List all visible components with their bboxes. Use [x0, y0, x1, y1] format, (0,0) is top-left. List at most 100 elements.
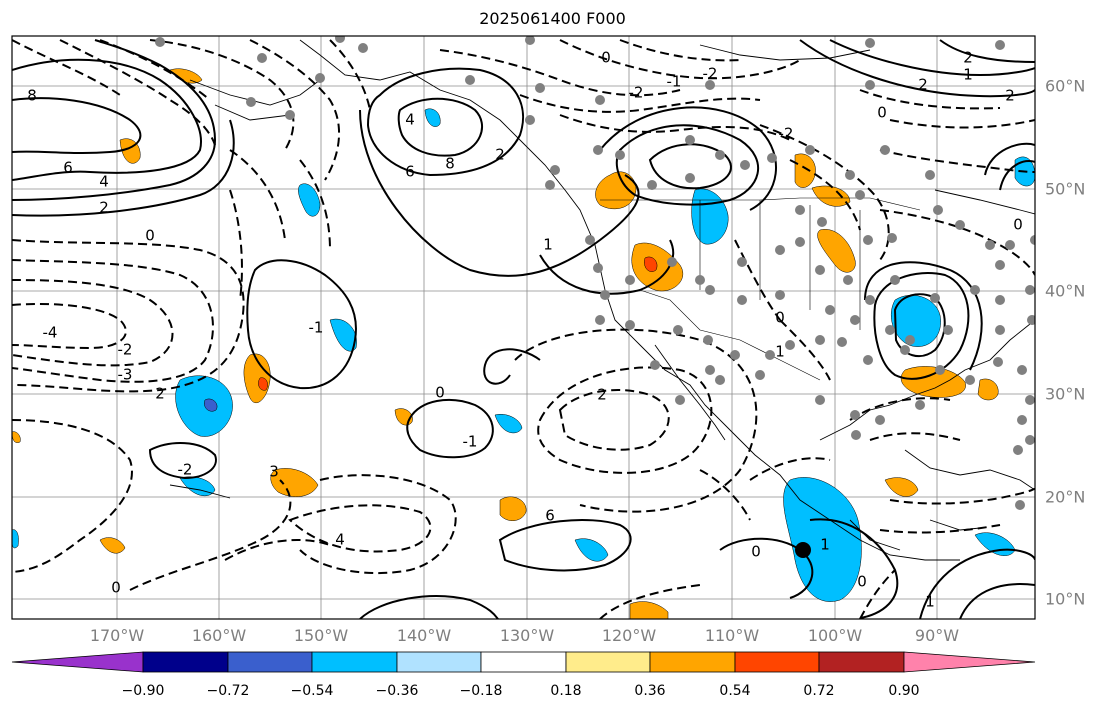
station-dot — [817, 217, 827, 227]
longitude-label: 150°W — [293, 626, 349, 645]
colorbar-segment — [649, 651, 736, 673]
contour-label: -1 — [667, 73, 682, 91]
station-dot — [315, 73, 325, 83]
anomaly-area-pos — [12, 431, 21, 443]
station-dot — [943, 325, 953, 335]
contour-solid — [799, 39, 1035, 98]
contour-dashed — [99, 39, 211, 101]
contour-dashed — [537, 366, 713, 474]
station-dot — [465, 75, 475, 85]
contour-label: 0 — [435, 384, 445, 402]
coastline-segment — [189, 79, 321, 106]
station-dot — [837, 337, 847, 347]
contour-label: 1 — [775, 343, 785, 361]
contour-dashed — [12, 39, 121, 96]
anomaly-area-pos — [629, 601, 669, 619]
contour-solid — [999, 160, 1035, 191]
station-dot — [705, 80, 715, 90]
station-dot — [795, 205, 805, 215]
contour-label: 3 — [269, 463, 279, 481]
station-dot — [246, 97, 256, 107]
station-dot — [545, 180, 555, 190]
station-dot — [647, 180, 657, 190]
border-line — [639, 289, 821, 381]
contour-dashed — [439, 49, 681, 97]
longitude-label: 130°W — [499, 626, 555, 645]
contour-label: 6 — [545, 507, 555, 525]
contour-label: 1 — [963, 66, 973, 84]
anomaly-area-neg — [783, 477, 862, 602]
station-dot — [1005, 240, 1015, 250]
station-dot — [785, 340, 795, 350]
contour-dashed — [514, 328, 758, 513]
station-dot — [875, 415, 885, 425]
border-line — [600, 197, 921, 211]
station-dot — [863, 235, 873, 245]
contour-label: 2 — [99, 199, 109, 217]
coastline-segment — [214, 104, 291, 121]
anomaly-area-pos — [631, 242, 683, 292]
anomaly-area-pos — [811, 185, 851, 207]
station-dot — [851, 430, 861, 440]
station-dot — [685, 135, 695, 145]
contour-dashed — [879, 149, 1035, 173]
colorbar-segment — [565, 651, 651, 673]
contour-dashed — [699, 469, 751, 521]
station-dot — [995, 40, 1005, 50]
latitude-label: 40°N — [1045, 281, 1086, 301]
contour-solid — [246, 259, 357, 390]
anomaly-area-pos-strong — [644, 256, 658, 272]
contour-solid — [873, 272, 970, 380]
contour-solid — [615, 124, 760, 206]
contour-dashed — [12, 279, 174, 367]
longitude-label: 160°W — [191, 626, 247, 645]
contour-solid — [483, 348, 541, 385]
contour-dashed — [299, 159, 331, 251]
station-dot — [775, 245, 785, 255]
anomaly-area-pos — [270, 468, 319, 497]
station-dot — [335, 36, 345, 43]
station-dot — [970, 285, 980, 295]
station-dot — [993, 357, 1003, 367]
station-dot — [535, 83, 545, 93]
station-dot — [525, 36, 535, 45]
station-dot — [1015, 500, 1025, 510]
contour-dashed — [889, 487, 1035, 505]
colorbar-tick-label: 0.72 — [803, 683, 835, 699]
station-dot — [850, 315, 860, 325]
colorbar-tick-label: −0.72 — [206, 683, 250, 699]
station-dot — [703, 335, 713, 345]
contour-label: -3 — [118, 366, 133, 384]
contour-label: 2 — [597, 386, 607, 404]
station-dot — [930, 293, 940, 303]
contour-solid — [648, 143, 732, 190]
station-dot — [995, 260, 1005, 270]
anomaly-area-pos — [884, 477, 919, 497]
colorbar-segment — [227, 651, 313, 673]
latitude-label: 10°N — [1045, 589, 1086, 609]
coastline-segment — [169, 484, 231, 499]
highlight-marker — [795, 542, 811, 558]
anomaly-area-neg — [298, 183, 321, 217]
colorbar-segment — [311, 651, 398, 673]
station-dot — [865, 38, 875, 48]
contour-label: 1 — [925, 593, 935, 611]
contour-dashed — [224, 539, 331, 561]
contour-dashed — [12, 259, 214, 383]
contour-dashed — [779, 319, 831, 381]
contour-label: 0 — [145, 227, 155, 245]
anomaly-area-neg — [329, 318, 357, 352]
colorbar — [11, 651, 1036, 673]
contour-dashed — [12, 419, 133, 573]
contour-solid — [12, 97, 142, 154]
colorbar-tick-label: −0.90 — [121, 683, 165, 699]
contour-label: 6 — [405, 163, 415, 181]
anomaly-area-pos — [169, 68, 203, 84]
station-dot — [995, 295, 1005, 305]
station-dot — [358, 43, 368, 53]
station-dot — [1013, 445, 1023, 455]
contour-label: 2 — [918, 76, 928, 94]
contour-dashed — [559, 39, 801, 80]
station-dot — [850, 410, 860, 420]
